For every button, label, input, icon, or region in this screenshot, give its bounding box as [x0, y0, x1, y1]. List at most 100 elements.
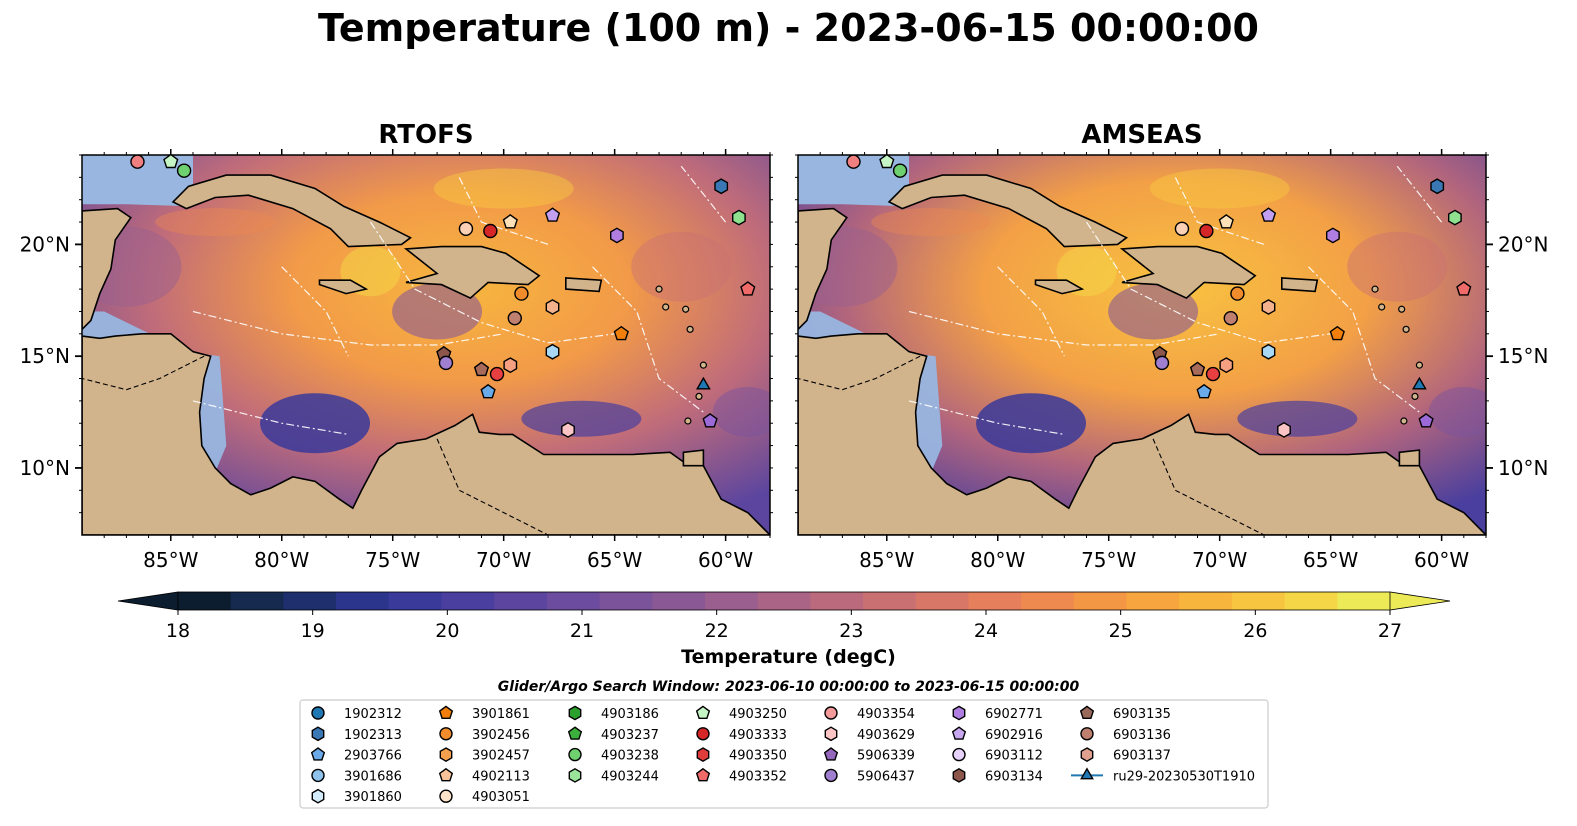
- colorbar-segment: [283, 592, 337, 610]
- border-line: [82, 355, 205, 391]
- legend-label: 4903350: [729, 749, 787, 764]
- float-marker: [1260, 207, 1277, 222]
- float-marker: [544, 207, 561, 222]
- float-marker: [732, 209, 746, 226]
- panel-title-amseas: AMSEAS: [1081, 120, 1203, 150]
- colorbar-segment: [1284, 592, 1338, 610]
- legend-marker: [696, 747, 710, 763]
- legend-marker: [695, 767, 711, 782]
- temperature-patch: [260, 393, 371, 454]
- colorbar-segment: [1179, 592, 1233, 610]
- temperature-patch: [976, 393, 1087, 454]
- land-hispaniola: [1119, 245, 1257, 300]
- colorbar-segment: [704, 592, 759, 610]
- colorbar-tick-label: 24: [974, 620, 998, 642]
- land-yucatan: [82, 207, 132, 331]
- y-tick-label: 10°N: [20, 456, 70, 480]
- boundary-line: [1396, 165, 1443, 223]
- land-jamaica: [1034, 279, 1085, 295]
- colorbar-tick-label: 18: [166, 620, 190, 642]
- land-island: [686, 325, 694, 333]
- legend-label: 4903051: [472, 790, 530, 805]
- float-marker: [879, 153, 895, 169]
- colorbar-segment: [1337, 592, 1391, 610]
- border-line: [436, 438, 549, 535]
- land-yucatan: [798, 207, 848, 331]
- land-island: [1398, 305, 1406, 313]
- colorbar-segment: [652, 592, 706, 610]
- temperature-patch: [1237, 400, 1358, 437]
- colorbar-label: Temperature (degC): [681, 646, 896, 668]
- legend-marker: [310, 747, 326, 761]
- temperature-patch: [155, 208, 276, 237]
- boundary-line: [1174, 177, 1265, 245]
- float-marker: [1199, 223, 1214, 239]
- colorbar-tick-label: 23: [839, 620, 863, 642]
- colorbar-tick-label: 27: [1378, 620, 1402, 642]
- temperature-patch: [871, 208, 992, 237]
- border-line: [1152, 438, 1265, 535]
- float-marker: [130, 154, 145, 169]
- colorbar-segment: [968, 592, 1022, 610]
- legend-marker: [438, 705, 454, 719]
- land-island: [1402, 325, 1410, 333]
- legend-marker: [952, 705, 966, 721]
- float-marker: [483, 223, 498, 239]
- float-marker: [1261, 299, 1276, 315]
- boundary-line: [458, 177, 549, 245]
- float-marker: [1418, 413, 1434, 428]
- shelf-shallow: [82, 155, 193, 207]
- float-marker: [1329, 325, 1345, 341]
- temperature-patch: [631, 231, 732, 302]
- float-marker: [438, 355, 454, 371]
- float-marker: [1154, 355, 1170, 371]
- y-tick-label: 15°N: [1498, 344, 1548, 368]
- x-tick-label: 85°W: [859, 548, 914, 572]
- float-marker: [613, 325, 629, 341]
- float-marker: [1205, 366, 1221, 382]
- legend-label: 4903244: [601, 769, 659, 784]
- legend-marker: [1080, 727, 1094, 741]
- boundary-line: [908, 310, 1220, 346]
- colorbar-segment: [1073, 592, 1128, 610]
- legend-marker: [311, 788, 325, 804]
- legend-marker: [695, 705, 711, 719]
- legend-label: 6903135: [1113, 707, 1171, 722]
- legend-label: 4903354: [857, 707, 915, 722]
- land-island: [695, 392, 703, 401]
- colorbar-tick-label: 22: [705, 620, 729, 642]
- colorbar-tick-label: 25: [1109, 620, 1133, 642]
- colorbar-segment: [336, 592, 390, 610]
- float-marker: [480, 383, 496, 399]
- land-cuba: [887, 174, 1129, 248]
- figure-title: Temperature (100 m) - 2023-06-15 00:00:0…: [317, 6, 1259, 50]
- legend-label: 5906437: [857, 769, 915, 784]
- float-marker: [489, 366, 505, 382]
- boundary-line: [592, 266, 704, 413]
- legend-label: 4903333: [729, 728, 787, 743]
- legend-label: 6903137: [1113, 749, 1171, 764]
- float-marker: [740, 281, 756, 296]
- float-marker: [702, 413, 718, 428]
- float-marker: [163, 153, 179, 169]
- colorbar-segment: [178, 592, 232, 610]
- legend-marker: [438, 767, 454, 782]
- x-tick-label: 85°W: [143, 548, 198, 572]
- boundary-line: [1085, 221, 1331, 344]
- land-island: [682, 305, 690, 313]
- float-marker: [561, 421, 575, 438]
- colorbar-segment: [230, 592, 284, 610]
- float-marker: [610, 227, 624, 244]
- float-marker: [1430, 178, 1445, 195]
- float-marker: [502, 214, 518, 229]
- colorbar-segment: [494, 592, 548, 610]
- float-marker: [695, 376, 711, 390]
- map-frame: [81, 154, 771, 536]
- legend-label: 5906339: [857, 749, 915, 764]
- colorbar-segment: [915, 592, 969, 610]
- land-island: [655, 285, 663, 293]
- legend-marker: [439, 727, 453, 741]
- legend-marker: [1080, 767, 1094, 780]
- legend-label: 2903766: [344, 749, 402, 764]
- x-tick-label: 75°W: [365, 548, 420, 572]
